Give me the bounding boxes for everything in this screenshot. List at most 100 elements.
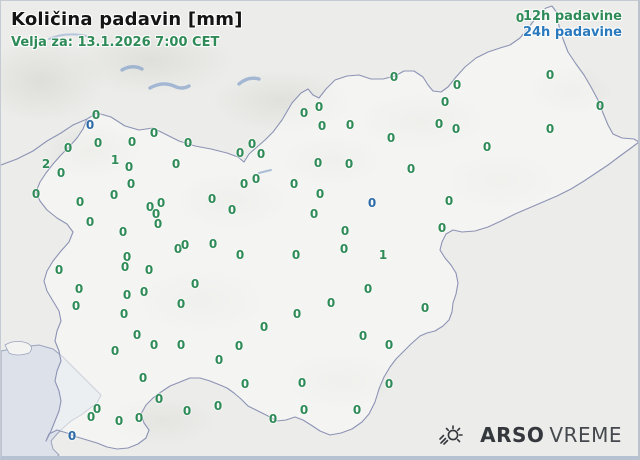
station-value-12h: 0 [190,277,200,291]
station-value-12h: 0 [358,329,368,343]
station-value-12h: 0 [154,392,164,406]
station-value-12h: 0 [434,117,444,131]
station-value-24h: 0 [85,118,95,132]
station-value-12h: 0 [127,135,137,149]
station-value-12h: 0 [63,141,73,155]
station-value-12h: 0 [149,338,159,352]
legend: 12h padavine 24h padavine [523,9,622,41]
station-value-12h: 0 [93,136,103,150]
station-value-12h: 0 [153,217,163,231]
station-value-12h: 0 [56,166,66,180]
station-value-12h: 0 [182,404,192,418]
station-value-12h: 0 [340,224,350,238]
station-value-12h: 0 [173,242,183,256]
station-value-12h: 0 [444,194,454,208]
station-value-12h: 0 [451,122,461,136]
station-value-12h: 0 [292,307,302,321]
lake-icon [258,169,272,174]
station-value-12h: 0 [420,301,430,315]
page-title: Količina padavin [mm] [11,9,243,30]
station-value-12h: 0 [208,237,218,251]
station-value-12h: 1 [378,248,388,262]
valid-time-label: Velja za: 13.1.2026 7:00 CET [11,35,220,50]
station-value-12h: 0 [339,242,349,256]
lake-icon [148,82,191,90]
sun-rays-icon [439,425,463,445]
brand-text-regular: VREME [549,423,622,447]
station-value-12h: 0 [144,263,154,277]
italy-austria-border-line [1,118,88,166]
station-value-12h: 0 [126,177,136,191]
station-value-12h: 0 [109,188,119,202]
brand-text-bold: ARSO [480,423,545,447]
station-value-12h: 0 [545,68,555,82]
station-value-12h: 0 [92,402,102,416]
lake-icon [120,65,144,72]
station-value-12h: 0 [180,238,190,252]
station-value-12h: 0 [119,307,129,321]
station-value-12h: 0 [171,157,181,171]
station-value-12h: 0 [247,137,257,151]
station-value-12h: 0 [54,263,64,277]
station-value-12h: 0 [384,338,394,352]
station-value-12h: 0 [227,203,237,217]
station-value-12h: 0 [326,296,336,310]
station-value-12h: 0 [132,328,142,342]
station-value-12h: 0 [452,78,462,92]
station-value-12h: 0 [110,344,120,358]
river-line [48,33,92,40]
station-value-12h: 0 [151,207,161,221]
station-value-12h: 0 [214,353,224,367]
station-value-12h: 0 [268,412,278,426]
station-value-12h: 0 [176,338,186,352]
arso-vreme-logo: ARSO VREME [438,422,622,448]
station-value-12h: 0 [363,282,373,296]
station-value-12h: 0 [386,131,396,145]
station-value-12h: 0 [314,100,324,114]
station-value-12h: 0 [122,288,132,302]
station-value-12h: 0 [75,195,85,209]
station-value-12h: 0 [156,196,166,210]
map-header: Količina padavin [mm] Velja za: 13.1.202… [11,9,243,50]
station-value-12h: 0 [352,403,362,417]
station-value-12h: 0 [118,225,128,239]
station-value-24h: 0 [67,429,77,443]
station-value-12h: 0 [235,146,245,160]
station-value-12h: 0 [213,399,223,413]
station-value-12h: 0 [74,282,84,296]
station-value-12h: 0 [297,376,307,390]
lake-icon [237,76,261,86]
station-value-12h: 0 [120,260,130,274]
lagoon-shape [4,341,32,356]
station-value-12h: 0 [309,207,319,221]
station-value-12h: 0 [289,177,299,191]
station-value-12h: 0 [595,99,605,113]
station-value-12h: 2 [41,157,51,171]
station-value-12h: 0 [145,200,155,214]
station-value-12h: 0 [176,297,186,311]
station-value-12h: 0 [482,140,492,154]
station-value-12h: 0 [315,187,325,201]
station-value-12h: 0 [149,126,159,140]
station-value-12h: 0 [122,250,132,264]
station-value-12h: 0 [207,192,217,206]
station-value-12h: 0 [259,320,269,334]
station-value-12h: 0 [31,187,41,201]
station-value-12h: 0 [138,371,148,385]
station-value-12h: 0 [313,156,323,170]
station-value-12h: 0 [235,248,245,262]
station-value-12h: 0 [291,248,301,262]
legend-item-24h: 24h padavine [522,25,622,40]
station-value-12h: 0 [251,172,261,186]
station-value-12h: 0 [440,95,450,109]
station-value-12h: 0 [384,377,394,391]
station-value-12h: 0 [406,162,416,176]
station-value-12h: 0 [85,215,95,229]
legend-item-12h: 12h padavine [522,9,622,24]
station-value-12h: 0 [86,410,96,424]
station-value-12h: 0 [91,108,101,122]
station-value-12h: 0 [437,221,447,235]
